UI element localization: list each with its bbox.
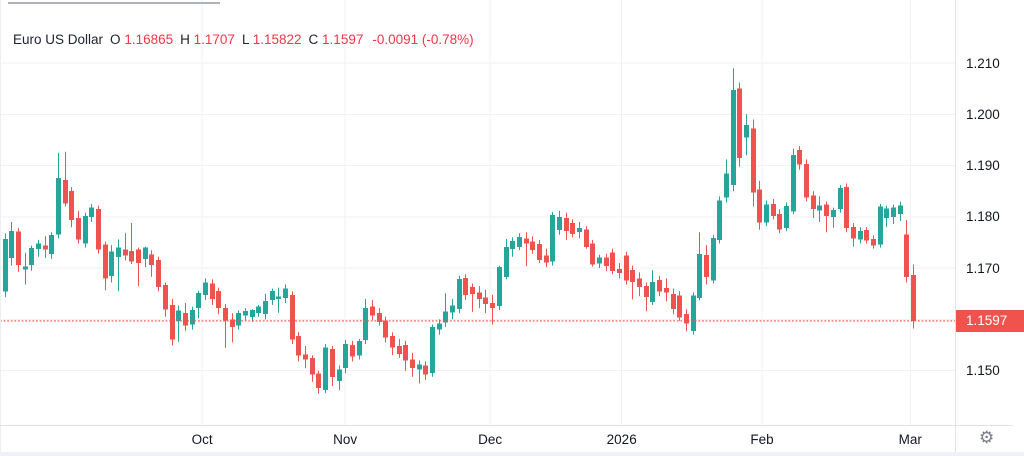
time-tick-label: Dec — [478, 432, 503, 447]
time-tick-label: Nov — [333, 432, 358, 447]
last-price-label: 1.1597 — [956, 309, 1024, 332]
bottom-edge-strip — [0, 452, 1024, 456]
time-tick-label: Feb — [750, 432, 774, 447]
price-tick-label: 1.170 — [966, 260, 1000, 276]
price-tick-label: 1.200 — [966, 106, 1000, 122]
axis-vertical-separator — [955, 0, 956, 456]
price-tick-label: 1.210 — [966, 55, 1000, 71]
time-tick-label: Mar — [898, 432, 922, 447]
price-tick-label: 1.190 — [966, 158, 1000, 174]
ohlc-low-label: L — [241, 32, 249, 47]
top-divider-line — [8, 2, 220, 4]
ohlc-close-label: C — [308, 32, 319, 47]
symbol-name[interactable]: Euro US Dollar — [13, 32, 104, 47]
ohlc-open-label: O — [110, 32, 121, 47]
ohlc-close-value: 1.1597 — [322, 32, 364, 47]
price-change: -0.0091 (-0.78%) — [372, 32, 474, 47]
time-axis[interactable]: Oct Nov Dec 2026 Feb Mar — [0, 426, 955, 452]
price-tick-label: 1.180 — [966, 209, 1000, 225]
price-tick-label: 1.150 — [966, 363, 1000, 379]
price-axis[interactable]: 1.1597 1.210 1.200 1.190 1.180 1.170 1.150 — [956, 0, 1024, 425]
pane-left-border — [0, 0, 1, 456]
ohlc-open-value: 1.16865 — [124, 32, 174, 47]
candlestick-chart[interactable] — [0, 0, 955, 425]
ohlc-high-label: H — [180, 32, 190, 47]
ohlc-high-value: 1.1707 — [193, 32, 235, 47]
time-tick-label: Oct — [191, 432, 213, 447]
ohlc-low-value: 1.15822 — [252, 32, 302, 47]
axis-horizontal-separator — [0, 425, 1013, 426]
symbol-info-bar: Euro US Dollar O 1.16865 H 1.1707 L 1.15822… — [13, 32, 474, 62]
settings-gear-icon[interactable]: ⚙ — [979, 428, 995, 448]
time-tick-label: 2026 — [606, 432, 637, 447]
